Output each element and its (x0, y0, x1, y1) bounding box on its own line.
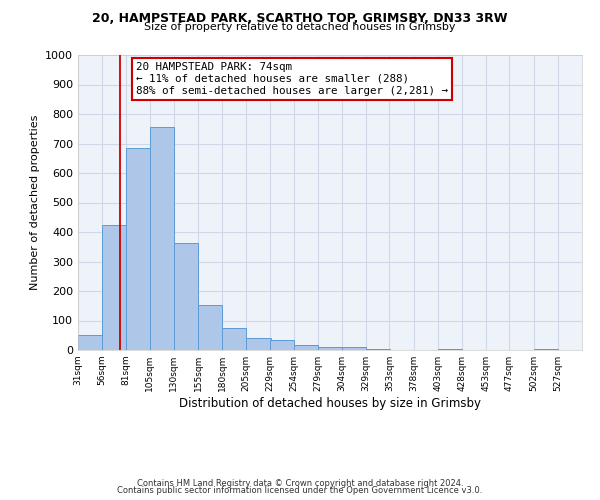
X-axis label: Distribution of detached houses by size in Grimsby: Distribution of detached houses by size … (179, 397, 481, 410)
Text: 20, HAMPSTEAD PARK, SCARTHO TOP, GRIMSBY, DN33 3RW: 20, HAMPSTEAD PARK, SCARTHO TOP, GRIMSBY… (92, 12, 508, 26)
Bar (318, 347, 342, 350)
Bar (149, 126, 174, 350)
Bar (78, 334, 102, 350)
Text: Size of property relative to detached houses in Grimsby: Size of property relative to detached ho… (144, 22, 456, 32)
Bar (247, 338, 271, 350)
Text: 20 HAMPSTEAD PARK: 74sqm
← 11% of detached houses are smaller (288)
88% of semi-: 20 HAMPSTEAD PARK: 74sqm ← 11% of detach… (136, 62, 448, 96)
Bar (342, 347, 366, 350)
Bar (269, 340, 294, 350)
Bar (174, 243, 198, 350)
Bar (102, 224, 127, 350)
Bar (198, 305, 222, 350)
Text: Contains HM Land Registry data © Crown copyright and database right 2024.: Contains HM Land Registry data © Crown c… (137, 478, 463, 488)
Bar (127, 148, 151, 350)
Text: Contains public sector information licensed under the Open Government Licence v3: Contains public sector information licen… (118, 486, 482, 495)
Bar (533, 348, 558, 350)
Bar (222, 328, 247, 350)
Bar (366, 349, 391, 350)
Bar (438, 348, 462, 350)
Bar (294, 344, 318, 350)
Y-axis label: Number of detached properties: Number of detached properties (29, 115, 40, 290)
